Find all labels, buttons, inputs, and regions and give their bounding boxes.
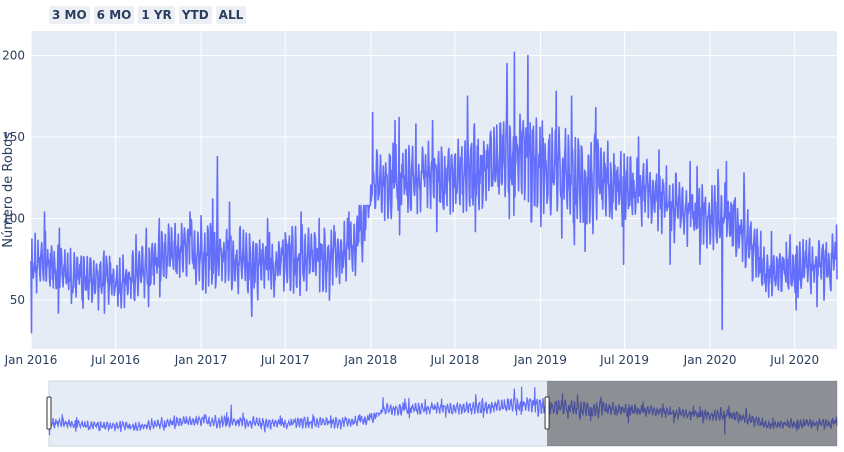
series-line-robos xyxy=(30,51,838,334)
range-button-1yr[interactable]: 1 YR xyxy=(138,6,175,24)
range-selector: 3 MO 6 MO 1 YR YTD ALL xyxy=(49,6,247,24)
x-tick-label: Jul 2019 xyxy=(599,353,649,367)
range-button-all[interactable]: ALL xyxy=(215,6,247,24)
x-tick-label: Jan 2018 xyxy=(343,353,397,367)
x-tick-label: Jul 2017 xyxy=(260,353,310,367)
range-button-3mo[interactable]: 3 MO xyxy=(49,6,90,24)
range-slider-left-handle[interactable] xyxy=(46,396,52,430)
range-slider-unselected-mask xyxy=(547,381,837,446)
x-tick-label: Jan 2017 xyxy=(174,353,228,367)
x-tick-label: Jul 2016 xyxy=(90,353,140,367)
y-tick-label: 200 xyxy=(2,48,25,62)
x-tick-label: Jan 2016 xyxy=(4,353,58,367)
y-tick-label: 150 xyxy=(2,130,25,144)
y-tick-label: 50 xyxy=(10,293,25,307)
range-button-6mo[interactable]: 6 MO xyxy=(93,6,135,24)
x-tick-label: Jul 2018 xyxy=(429,353,479,367)
x-tick-label: Jan 2019 xyxy=(513,353,567,367)
y-tick-label: 100 xyxy=(2,212,25,226)
range-button-ytd[interactable]: YTD xyxy=(178,6,212,24)
x-axis: Jan 2016 Jul 2016 Jan 2017 Jul 2017 Jan 2018… xyxy=(4,353,820,367)
x-tick-label: Jan 2020 xyxy=(683,353,737,367)
x-tick-label: Jul 2020 xyxy=(769,353,819,367)
range-slider-right-handle[interactable] xyxy=(544,396,550,430)
y-axis-label: Número de Robos xyxy=(1,132,16,248)
range-slider[interactable] xyxy=(46,380,838,447)
y-axis: 50 100 150 200 xyxy=(2,48,25,307)
